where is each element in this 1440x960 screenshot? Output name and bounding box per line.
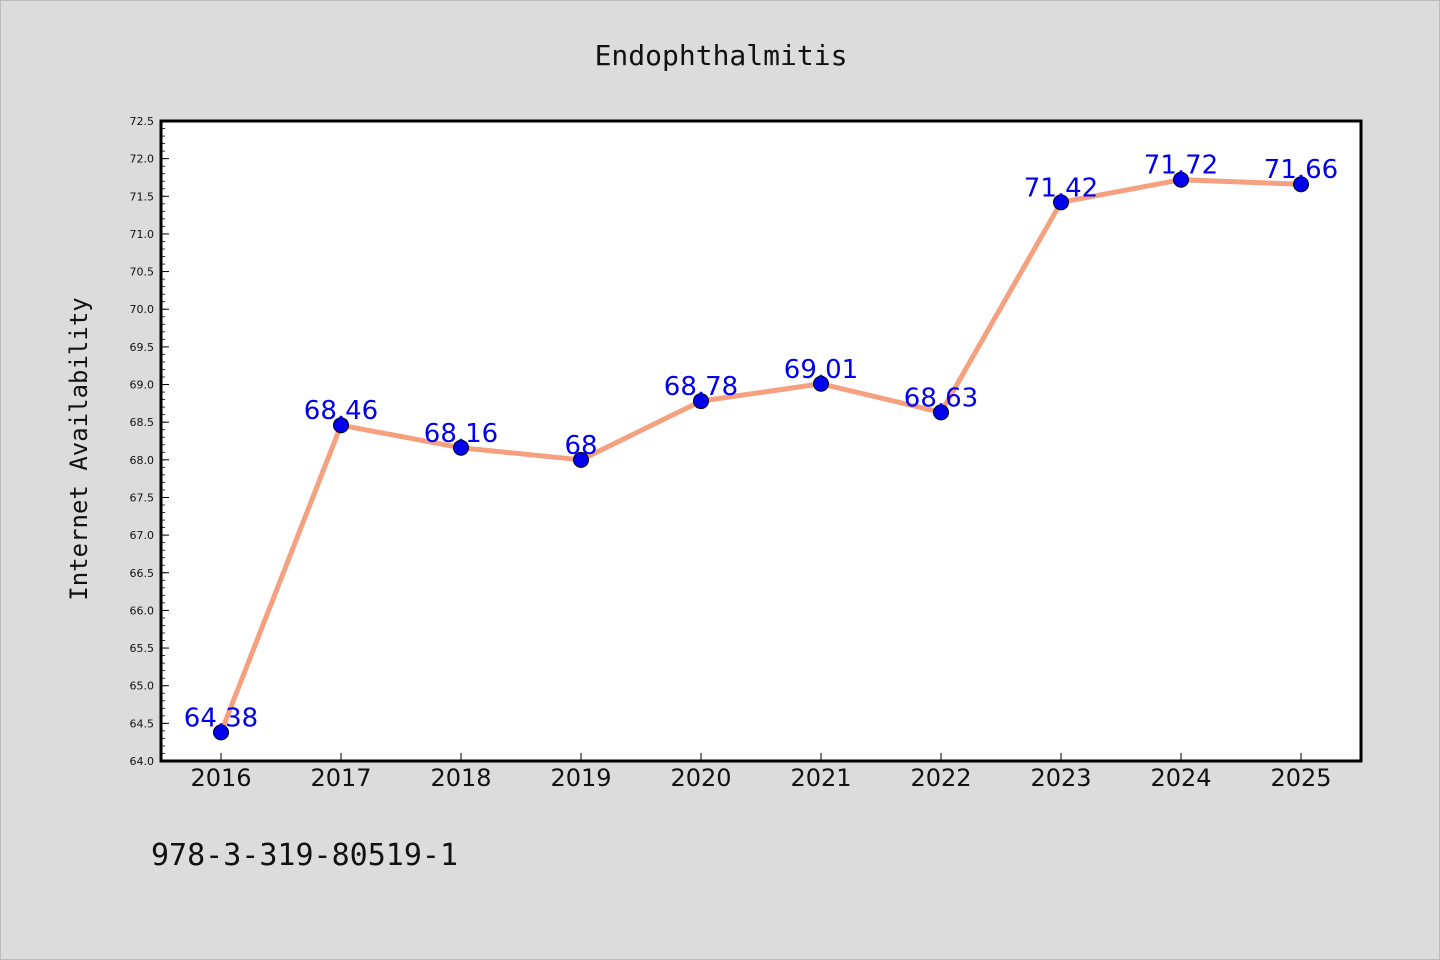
series-line xyxy=(218,177,1304,735)
y-tick-label: 71.5 xyxy=(130,190,155,203)
x-tick-label: 2017 xyxy=(310,764,371,792)
x-tick-label: 2018 xyxy=(430,764,491,792)
data-point xyxy=(573,451,589,468)
data-point xyxy=(453,439,469,456)
data-label: 68.46 xyxy=(304,396,378,426)
y-tick-label: 67.0 xyxy=(130,529,155,542)
y-tick-label: 65.5 xyxy=(130,642,155,655)
y-tick-label: 68.0 xyxy=(130,454,155,467)
x-axis: 2016 2017 2018 2019 2020 2021 2022 2023 2024 2025 xyxy=(190,753,1332,792)
y-tick-label: 64.5 xyxy=(130,717,155,730)
data-labels: 64.38 68.46 68.16 68 68.78 69.01 68.63 71.42 71.… xyxy=(184,151,1338,734)
y-tick-label: 66.0 xyxy=(130,604,155,617)
data-point xyxy=(693,393,709,410)
y-tick-label: 64.0 xyxy=(130,755,155,768)
y-tick-label: 66.5 xyxy=(130,567,155,580)
x-tick-label: 2019 xyxy=(550,764,611,792)
data-label: 68.63 xyxy=(904,383,978,413)
data-label: 71.72 xyxy=(1144,151,1218,181)
data-label: 68.16 xyxy=(424,419,498,449)
data-label: 69.01 xyxy=(784,355,858,385)
y-tick-label: 68.5 xyxy=(130,416,155,429)
data-point xyxy=(333,417,349,434)
y-axis: 64.0 64.5 65.0 65.5 66.0 66.5 67.0 67.5 68.0 68.5… xyxy=(130,115,169,768)
x-tick-label: 2024 xyxy=(1150,764,1211,792)
data-point xyxy=(1293,176,1309,193)
data-label: 71.66 xyxy=(1264,155,1338,185)
x-tick-label: 2022 xyxy=(910,764,971,792)
y-tick-label: 67.5 xyxy=(130,491,155,504)
data-point xyxy=(1173,171,1189,188)
chart-title: Endophthalmitis xyxy=(595,39,848,72)
y-tick-label: 72.0 xyxy=(130,153,155,166)
y-tick-label: 72.5 xyxy=(130,115,155,128)
y-axis-label: Internet Availability xyxy=(65,297,93,600)
data-point xyxy=(933,404,949,421)
y-tick-label: 65.0 xyxy=(130,680,155,693)
data-point xyxy=(1053,194,1069,211)
data-label: 68 xyxy=(564,431,597,461)
isbn-footer: 978-3-319-80519-1 xyxy=(151,838,458,873)
x-tick-label: 2020 xyxy=(670,764,731,792)
plot-frame xyxy=(159,119,1363,763)
y-tick-label: 71.0 xyxy=(130,228,155,241)
x-tick-label: 2016 xyxy=(190,764,251,792)
data-label: 68.78 xyxy=(664,372,738,402)
y-tick-label: 69.0 xyxy=(130,379,155,392)
y-tick-label: 70.0 xyxy=(130,303,155,316)
data-label: 71.42 xyxy=(1024,173,1098,203)
data-label: 64.38 xyxy=(184,703,258,733)
data-point xyxy=(213,724,229,741)
x-tick-label: 2023 xyxy=(1030,764,1091,792)
x-tick-label: 2021 xyxy=(790,764,851,792)
data-points xyxy=(213,171,1309,741)
x-tick-label: 2025 xyxy=(1270,764,1331,792)
plot-area xyxy=(161,121,1361,761)
y-tick-label: 69.5 xyxy=(130,341,155,354)
data-point xyxy=(813,375,829,392)
y-tick-label: 70.5 xyxy=(130,266,155,279)
